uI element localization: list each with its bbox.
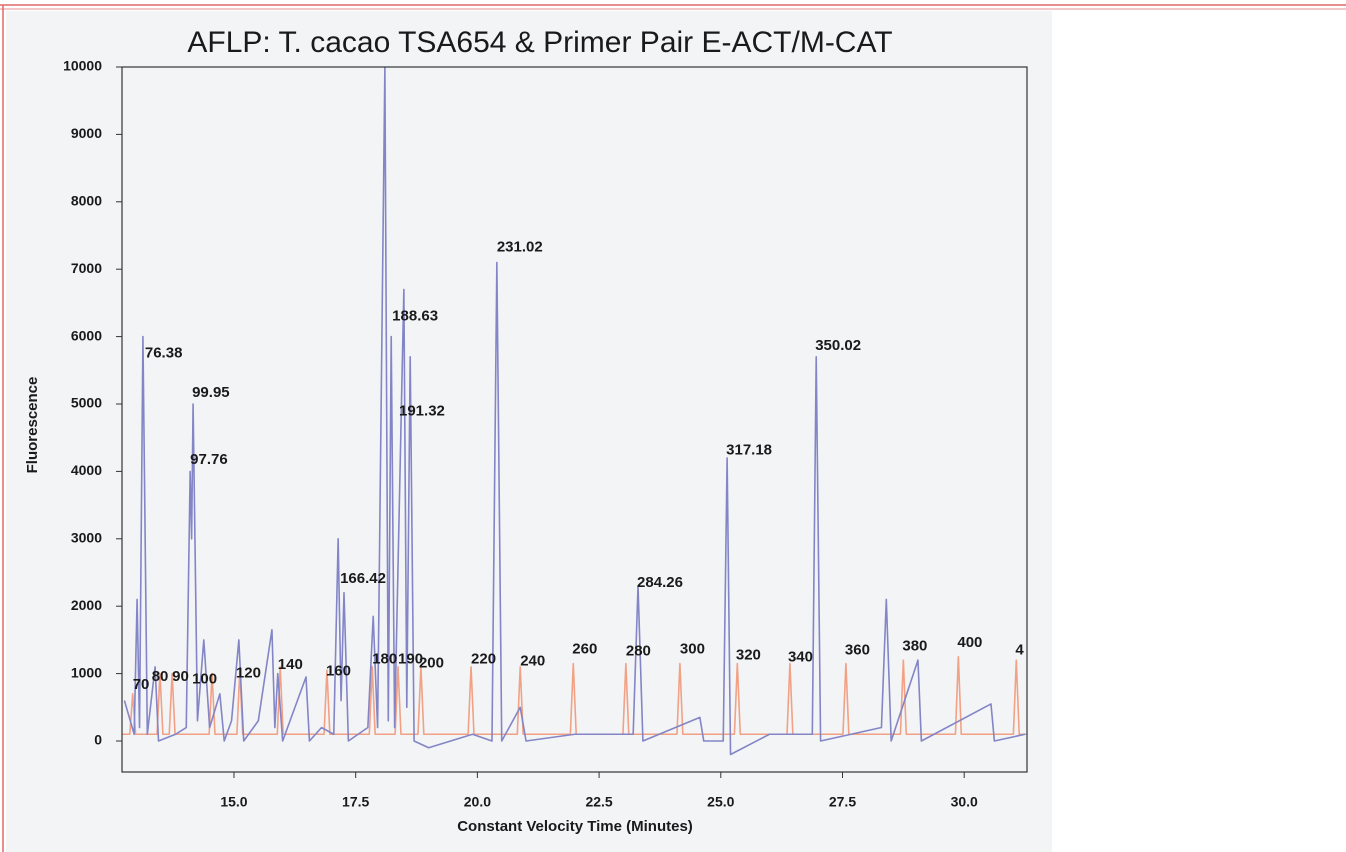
peak-label: 240: [520, 652, 545, 669]
x-tick-label: 22.5: [585, 794, 612, 810]
peak-label: 90: [172, 668, 189, 685]
peak-label: 350.02: [815, 337, 861, 354]
peak-label: 190: [398, 650, 423, 667]
chart-title: AFLP: T. cacao TSA654 & Primer Pair E-AC…: [187, 26, 892, 59]
chart-panel: [6, 11, 1052, 852]
trace-line: [122, 655, 1027, 736]
peak-label: 100: [192, 671, 217, 688]
peak-label: 360: [845, 642, 870, 659]
peak-label: 200: [419, 654, 444, 671]
peak-label: 260: [572, 640, 597, 657]
y-tick-label: 9000: [71, 125, 102, 141]
peak-label: 300: [680, 640, 705, 657]
y-tick-label: 6000: [71, 327, 102, 343]
y-tick-label: 2000: [71, 597, 102, 613]
y-tick-label: 8000: [71, 193, 102, 209]
y-axis-label: Fluorescence: [24, 377, 41, 474]
peak-label: 380: [902, 638, 927, 655]
peak-label: 99.95: [192, 384, 230, 401]
x-tick-label: 15.0: [220, 794, 247, 810]
peak-label: 317.18: [726, 441, 772, 458]
trace-line: [123, 67, 1026, 756]
y-tick-label: 3000: [71, 530, 102, 546]
y-tick-label: 0: [94, 732, 102, 748]
peak-label: 160: [326, 663, 351, 680]
peak-label: 231.02: [497, 239, 543, 256]
peak-label: 188.63: [392, 307, 438, 324]
peak-label: 320: [736, 646, 761, 663]
peak-label: 166.42: [340, 570, 386, 587]
x-tick-label: 20.0: [464, 794, 491, 810]
peak-label: 140: [278, 656, 303, 673]
peak-label: 220: [471, 650, 496, 667]
peak-label: 70: [133, 676, 150, 693]
y-tick-label: 7000: [71, 260, 102, 276]
peak-label: 120: [236, 665, 261, 682]
y-tick-label: 4000: [71, 462, 102, 478]
peak-label: 400: [957, 634, 982, 651]
y-tick-label: 10000: [63, 58, 102, 74]
peak-label: 4: [1015, 642, 1024, 659]
x-tick-label: 27.5: [829, 794, 856, 810]
x-tick-label: 25.0: [707, 794, 734, 810]
peak-label: 280: [626, 642, 651, 659]
peak-label: 340: [788, 648, 813, 665]
peak-label: 180: [372, 650, 397, 667]
peak-label: 191.32: [399, 402, 445, 419]
peak-label: 284.26: [637, 574, 683, 591]
y-tick-label: 1000: [71, 664, 102, 680]
plot-area: [122, 67, 1027, 756]
x-axis-label: Constant Velocity Time (Minutes): [457, 818, 693, 835]
peak-label: 76.38: [145, 344, 183, 361]
y-tick-label: 5000: [71, 395, 102, 411]
x-tick-label: 30.0: [951, 794, 978, 810]
peak-label: 80: [152, 668, 169, 685]
x-tick-label: 17.5: [342, 794, 369, 810]
peak-label: 97.76: [190, 451, 228, 468]
axes-frame: [121, 66, 1028, 773]
